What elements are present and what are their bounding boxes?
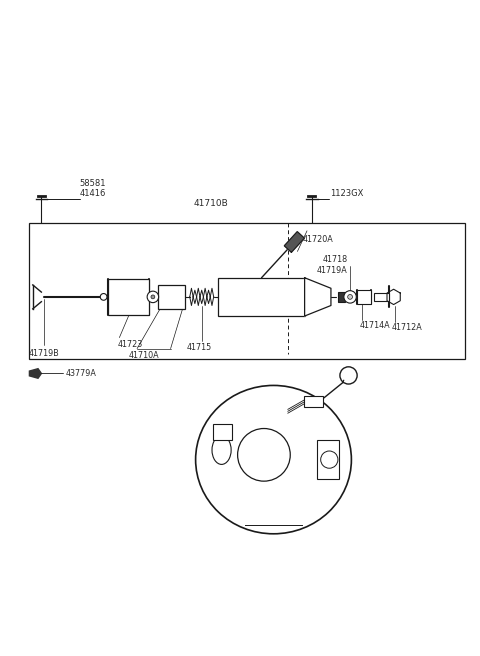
Circle shape	[344, 291, 356, 303]
Text: 41715: 41715	[187, 343, 212, 352]
Text: 41720A: 41720A	[302, 235, 333, 243]
Bar	[218, 277, 305, 316]
Text: 43779A: 43779A	[65, 369, 96, 378]
Circle shape	[348, 295, 352, 299]
Circle shape	[321, 451, 338, 468]
Ellipse shape	[196, 386, 351, 534]
Bar	[357, 290, 371, 304]
Text: 41710B: 41710B	[194, 199, 228, 209]
Bar	[29, 222, 465, 359]
Bar	[374, 293, 389, 300]
Bar	[304, 396, 323, 407]
Bar	[108, 279, 149, 315]
Text: 41719B: 41719B	[28, 348, 59, 358]
Polygon shape	[305, 277, 331, 316]
Circle shape	[238, 428, 290, 481]
Text: 41719A: 41719A	[317, 266, 348, 275]
Ellipse shape	[212, 436, 231, 464]
Text: 41718: 41718	[323, 255, 348, 264]
Text: 41714A: 41714A	[360, 321, 390, 330]
Polygon shape	[284, 232, 304, 253]
Bar	[157, 285, 185, 309]
Circle shape	[151, 295, 155, 298]
Text: 58581
41416: 58581 41416	[80, 179, 106, 198]
Bar	[317, 440, 339, 479]
Circle shape	[147, 291, 158, 302]
Text: 41723: 41723	[118, 340, 143, 349]
Bar	[338, 292, 345, 302]
Text: 41712A: 41712A	[391, 323, 422, 332]
Text: 1123GX: 1123GX	[330, 189, 363, 198]
Text: 41710A: 41710A	[129, 351, 159, 360]
Bar	[213, 424, 232, 440]
Polygon shape	[29, 369, 41, 379]
Circle shape	[100, 293, 107, 300]
